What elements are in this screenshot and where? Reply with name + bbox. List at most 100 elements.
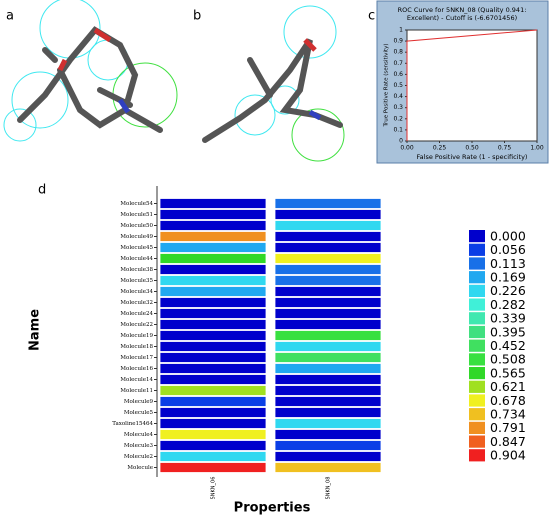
heatmap-cell [274,253,382,264]
y-tick-label: 0.3 [393,104,403,111]
heatmap-cell [274,209,382,220]
heatmap-cell [159,209,267,220]
row-label: Molecule44 [120,256,153,262]
heatmap-cell [159,429,267,440]
colorbar-label: 0.621 [490,379,526,394]
x-tick-label: 0.50 [465,145,479,152]
x-tick-label: 0.00 [400,145,414,152]
heatmap-cell [159,330,267,341]
column-label: 5NKN_08 [326,477,332,500]
heatmap-cell [159,264,267,275]
roc-line [406,29,538,141]
colorbar-swatch [469,408,485,421]
heatmap-cell [274,407,382,418]
heatmap-cell [159,220,267,231]
row-label: Molecule18 [120,344,153,350]
heatmap-cell [159,242,267,253]
colorbar-label: 0.056 [490,242,526,257]
heatmap-cell [274,374,382,385]
colorbar-label: 0.113 [490,256,526,271]
colorbar-swatch [469,243,485,256]
heatmap-cell [274,341,382,352]
colorbar-label: 0.678 [490,393,526,408]
row-label: Molecule22 [120,322,153,328]
y-tick-label: 0.6 [393,71,403,78]
row-label: Molecule51 [120,212,153,218]
heatmap-cell [274,352,382,363]
heatmap-cell [274,231,382,242]
heatmap-cell [159,352,267,363]
row-label: Molecule2 [124,454,153,460]
colorbar-swatch [469,230,485,243]
column-label: 5NKN_06 [211,477,217,500]
row-label: Molecule14 [120,377,153,383]
y-tick-label: 0.7 [393,60,403,67]
heatmap-cell [159,297,267,308]
plot-area [406,29,538,142]
heatmap-cell [274,264,382,275]
row-label: Molecule45 [120,245,153,251]
panel-label: b [193,9,201,24]
y-axis-title: True Positive Rate (sensitivity) [384,43,390,127]
x-axis-title: Properties [234,501,311,516]
heatmap-cell [274,319,382,330]
row-label: Molecule32 [120,300,153,306]
row-label: Molecule17 [120,355,153,361]
heatmap-cell [159,363,267,374]
heatmap-cell [159,407,267,418]
x-tick-label: 0.25 [433,145,447,152]
row-label: Molecule38 [120,267,153,273]
colorbar-swatch [469,421,485,434]
y-tick-label: 0.5 [393,82,403,89]
heatmap-cell [274,308,382,319]
row-label: Molecule34 [120,289,153,295]
colorbar-swatch [469,367,485,380]
colorbar-swatch [469,325,485,339]
colorbar-swatch [469,271,485,284]
colorbar-label: 0.000 [490,228,526,243]
colorbar-label: 0.395 [490,324,526,339]
roc-title: Excellent) - Cutoff is (-6.6701456) [407,14,517,22]
colorbar-label: 0.565 [490,365,526,380]
colorbar-swatch [469,380,485,393]
colorbar-swatch [469,298,485,311]
colorbar-label: 0.339 [490,311,526,326]
heatmap-cell [159,462,267,473]
heatmap-cell [159,231,267,242]
heatmap-cell [159,418,267,429]
heatmap-cell [274,363,382,374]
panel-label: d [38,183,46,198]
row-label: Molecule35 [120,278,153,284]
heatmap-cell [159,308,267,319]
colorbar-swatch [469,435,485,448]
heatmap-cell [159,286,267,297]
row-label: Molecule49 [120,234,153,240]
row-label: Molecule9 [124,399,154,405]
heatmap-cell [159,440,267,451]
row-label: Molecule3 [124,443,154,449]
colorbar-label: 0.452 [490,338,526,353]
row-label: Molecule54 [120,201,153,207]
colorbar-label: 0.791 [490,420,526,435]
y-tick-label: 0.4 [393,93,403,100]
heatmap-cell [274,440,382,451]
heatmap-cell [159,385,267,396]
heatmap-cell [159,319,267,330]
colorbar-swatch [469,312,485,325]
colorbar-swatch [469,449,485,462]
heatmap-cell [159,275,267,286]
y-tick-label: 0.1 [393,126,403,133]
y-axis-title: Name [28,309,43,351]
colorbar-label: 0.282 [490,297,526,312]
row-label: Molecule5 [124,410,154,416]
colorbar-label: 0.508 [490,352,526,367]
colorbar-swatch [469,339,485,352]
row-label: Molecule24 [120,311,153,317]
panel-label: c [368,9,375,24]
heatmap-cell [274,385,382,396]
y-tick-label: 0 [399,138,403,145]
heatmap-cell [159,451,267,462]
colorbar-label: 0.169 [490,269,526,284]
heatmap-cell [274,275,382,286]
